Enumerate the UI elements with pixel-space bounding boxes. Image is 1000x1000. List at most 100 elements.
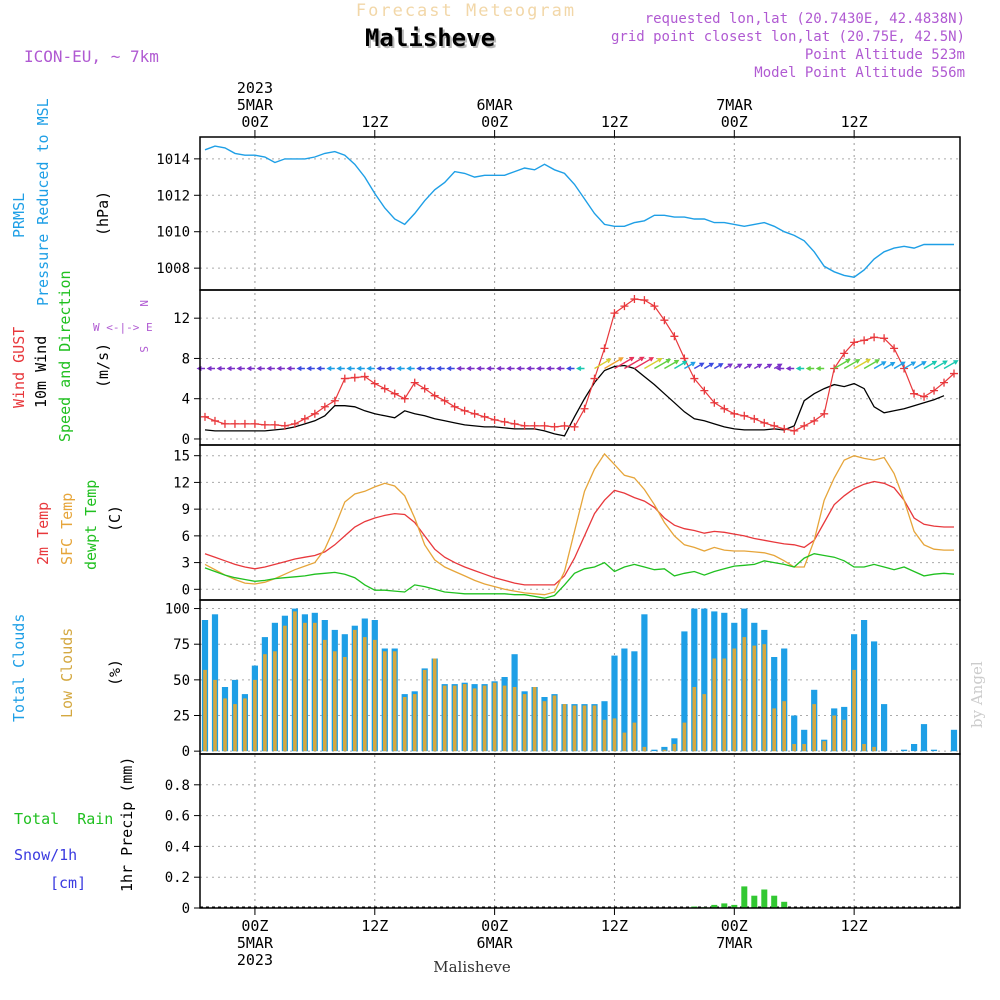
- wind-direction-arrow: [903, 361, 917, 370]
- wind-direction-arrow: [456, 365, 465, 372]
- low-cloud-bar: [742, 637, 747, 752]
- wind-direction-arrow: [893, 361, 906, 370]
- gust-marker: [870, 333, 879, 342]
- gust-marker: [720, 404, 729, 413]
- temperature-ytick-label: 0: [182, 582, 190, 598]
- total-cloud-bar: [911, 744, 918, 752]
- bottom-time-label: 7MAR: [716, 934, 753, 952]
- low-cloud-bar: [672, 744, 677, 752]
- gust-marker: [920, 392, 929, 401]
- faded-title: Forecast Meteogram: [356, 1, 576, 21]
- wind-labels: Wind GUST 10m Wind Speed and Direction (…: [10, 270, 153, 442]
- temperature-ytick-label: 9: [182, 502, 190, 518]
- wind-direction-arrow: [536, 365, 545, 372]
- rain-bar: [721, 903, 728, 908]
- gust-label: Wind GUST: [10, 327, 28, 408]
- total-cloud-bar: [791, 715, 798, 752]
- gust-marker: [730, 409, 739, 418]
- total-cloud-bar: [861, 620, 868, 752]
- wind-direction-arrow: [216, 365, 225, 372]
- wind-direction-arrow: [604, 357, 624, 370]
- temperature-frame: [199, 444, 961, 601]
- wind-direction-arrow: [256, 365, 265, 372]
- gust-marker: [230, 419, 239, 428]
- temp-labels: 2m Temp SFC Temp dewpt Temp (C): [34, 480, 124, 570]
- snow-cm-label: [cm]: [50, 874, 86, 892]
- gust-marker: [610, 309, 619, 318]
- low-cloud-bar: [313, 622, 317, 752]
- wind-direction-arrow: [883, 361, 896, 370]
- wind-direction-arrow: [703, 362, 715, 370]
- wind-direction-arrow: [556, 365, 565, 372]
- low-cloud-bar: [692, 687, 697, 752]
- wind-direction-arrow: [815, 365, 825, 372]
- precip-labels: Total Rain Snow/1h [cm] 1hr Precip (mm): [14, 757, 136, 892]
- wind-direction-arrow: [366, 365, 375, 372]
- low-cloud-bar: [682, 722, 687, 752]
- top-time-label: 5MAR: [237, 96, 274, 114]
- gust-marker: [420, 384, 429, 393]
- gust-marker: [410, 378, 419, 387]
- pressure-frame: [199, 136, 961, 291]
- temp2m-line: [204, 480, 954, 586]
- pressure-ytick-label: 1010: [156, 225, 190, 241]
- low-cloud-bar: [482, 685, 487, 752]
- total-cloud-bar: [801, 729, 808, 752]
- top-time-label: 00Z: [721, 113, 748, 131]
- wind-direction-arrow: [486, 365, 495, 372]
- wind-speed-line: [204, 364, 945, 437]
- point-altitude: Point Altitude 523m: [805, 47, 965, 63]
- low-clouds-label: Low Clouds: [58, 628, 76, 718]
- top-time-label: 12Z: [361, 113, 388, 131]
- rain-bar: [751, 895, 758, 908]
- gust-marker: [800, 421, 809, 430]
- wind-direction-arrow: [654, 358, 672, 370]
- wind-direction-arrow: [416, 365, 425, 372]
- low-cloud-bar: [353, 629, 357, 752]
- gust-marker: [650, 302, 659, 311]
- low-cloud-bar: [462, 684, 467, 752]
- gust-marker: [700, 386, 709, 395]
- wind-direction-arrow: [316, 365, 325, 372]
- gust-marker: [770, 421, 779, 430]
- low-cloud-bar: [542, 701, 547, 752]
- snow-label: Snow/1h: [14, 846, 77, 864]
- low-cloud-bar: [702, 694, 707, 752]
- low-cloud-bar: [402, 697, 407, 752]
- total-cloud-bar: [950, 729, 958, 752]
- gust-marker: [350, 373, 359, 382]
- gust-marker: [330, 396, 339, 405]
- bottom-time-label: 00Z: [721, 917, 748, 935]
- gust-marker: [320, 402, 329, 411]
- low-cloud-bar: [662, 749, 667, 752]
- wind-ytick-label: 12: [173, 311, 190, 327]
- gust-marker: [240, 419, 249, 428]
- gust-marker: [540, 421, 549, 430]
- gust-marker: [400, 394, 409, 403]
- gust-marker: [660, 316, 669, 325]
- precip-ytick-label: 0: [182, 901, 190, 917]
- gust-marker: [380, 384, 389, 393]
- gust-marker: [560, 421, 569, 430]
- clouds-ytick-label: 50: [173, 673, 190, 689]
- gust-marker: [950, 369, 959, 378]
- total-rain-label: Total Rain: [14, 810, 113, 828]
- gust-marker: [440, 396, 449, 405]
- wind-direction-arrow: [943, 360, 959, 370]
- total-cloud-bar: [681, 631, 688, 752]
- gust-marker: [630, 295, 639, 304]
- top-time-label: 7MAR: [716, 96, 753, 114]
- gust-marker: [820, 409, 829, 418]
- wind-direction-arrow: [785, 365, 795, 372]
- gust-marker: [200, 412, 209, 421]
- prmsl-sub-label: Pressure Reduced to MSL: [34, 98, 52, 306]
- gust-marker: [360, 372, 369, 381]
- bottom-time-label: 12Z: [601, 917, 628, 935]
- wind-direction-arrow: [196, 365, 205, 372]
- wind-direction-arrow: [833, 358, 851, 370]
- low-cloud-bar: [872, 746, 876, 752]
- wind-direction-arrow: [594, 358, 612, 370]
- gust-marker: [520, 421, 529, 430]
- wind-direction-arrow: [933, 360, 948, 370]
- temperature-ytick-label: 12: [173, 475, 190, 491]
